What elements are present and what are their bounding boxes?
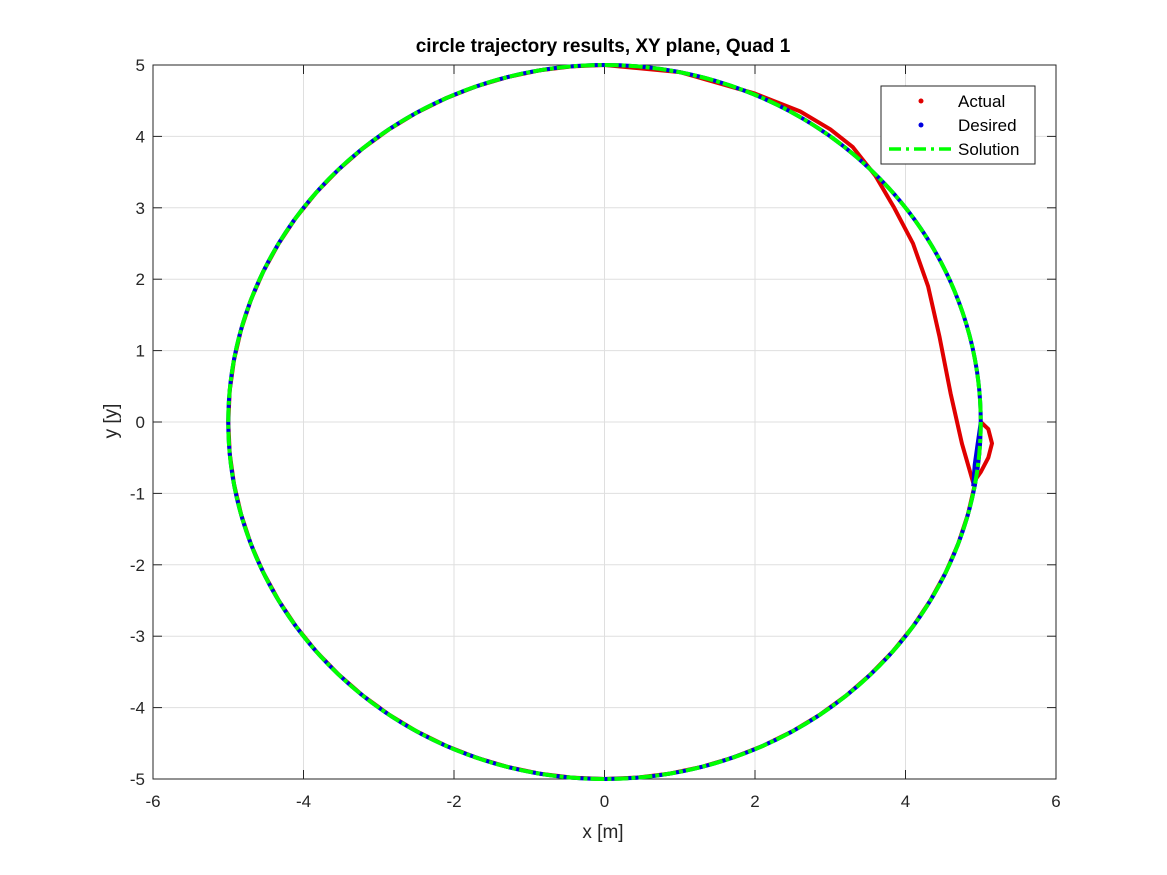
x-tick-label: -6 [145,792,160,811]
series-layer [226,63,994,781]
y-tick-label: 4 [136,127,145,146]
y-tick-label: 0 [136,413,145,432]
x-tick-labels: -6 -4 -2 0 2 4 6 [145,792,1060,811]
x-axis-label: x [m] [582,822,623,843]
x-tick-label: -4 [296,792,311,811]
legend-label-actual: Actual [958,92,1005,111]
y-tick-label: -2 [130,556,145,575]
x-tick-label: 2 [750,792,759,811]
y-axis-label: y [y] [101,404,122,439]
legend-marker-actual [918,98,924,104]
y-tick-label: 1 [136,342,145,361]
x-tick-label: 6 [1051,792,1060,811]
y-tick-label: 3 [136,199,145,218]
x-tick-label: 0 [600,792,609,811]
x-tick-label: -2 [446,792,461,811]
legend: Actual Desired Solution [880,85,1036,165]
y-tick-label: 5 [136,56,145,75]
tick-marks [152,64,1057,780]
y-tick-labels: -5 -4 -3 -2 -1 0 1 2 3 4 5 [130,56,145,789]
chart-title: circle trajectory results, XY plane, Qua… [416,36,791,57]
y-tick-label: -5 [130,770,145,789]
legend-label-desired: Desired [958,116,1017,135]
y-tick-label: 2 [136,270,145,289]
y-tick-label: -4 [130,699,145,718]
x-tick-label: 4 [901,792,910,811]
legend-box [880,85,1036,165]
legend-label-solution: Solution [958,140,1019,159]
y-tick-label: -3 [130,627,145,646]
y-tick-label: -1 [130,484,145,503]
legend-marker-desired [918,122,924,128]
series-solution-circle [226,63,983,781]
